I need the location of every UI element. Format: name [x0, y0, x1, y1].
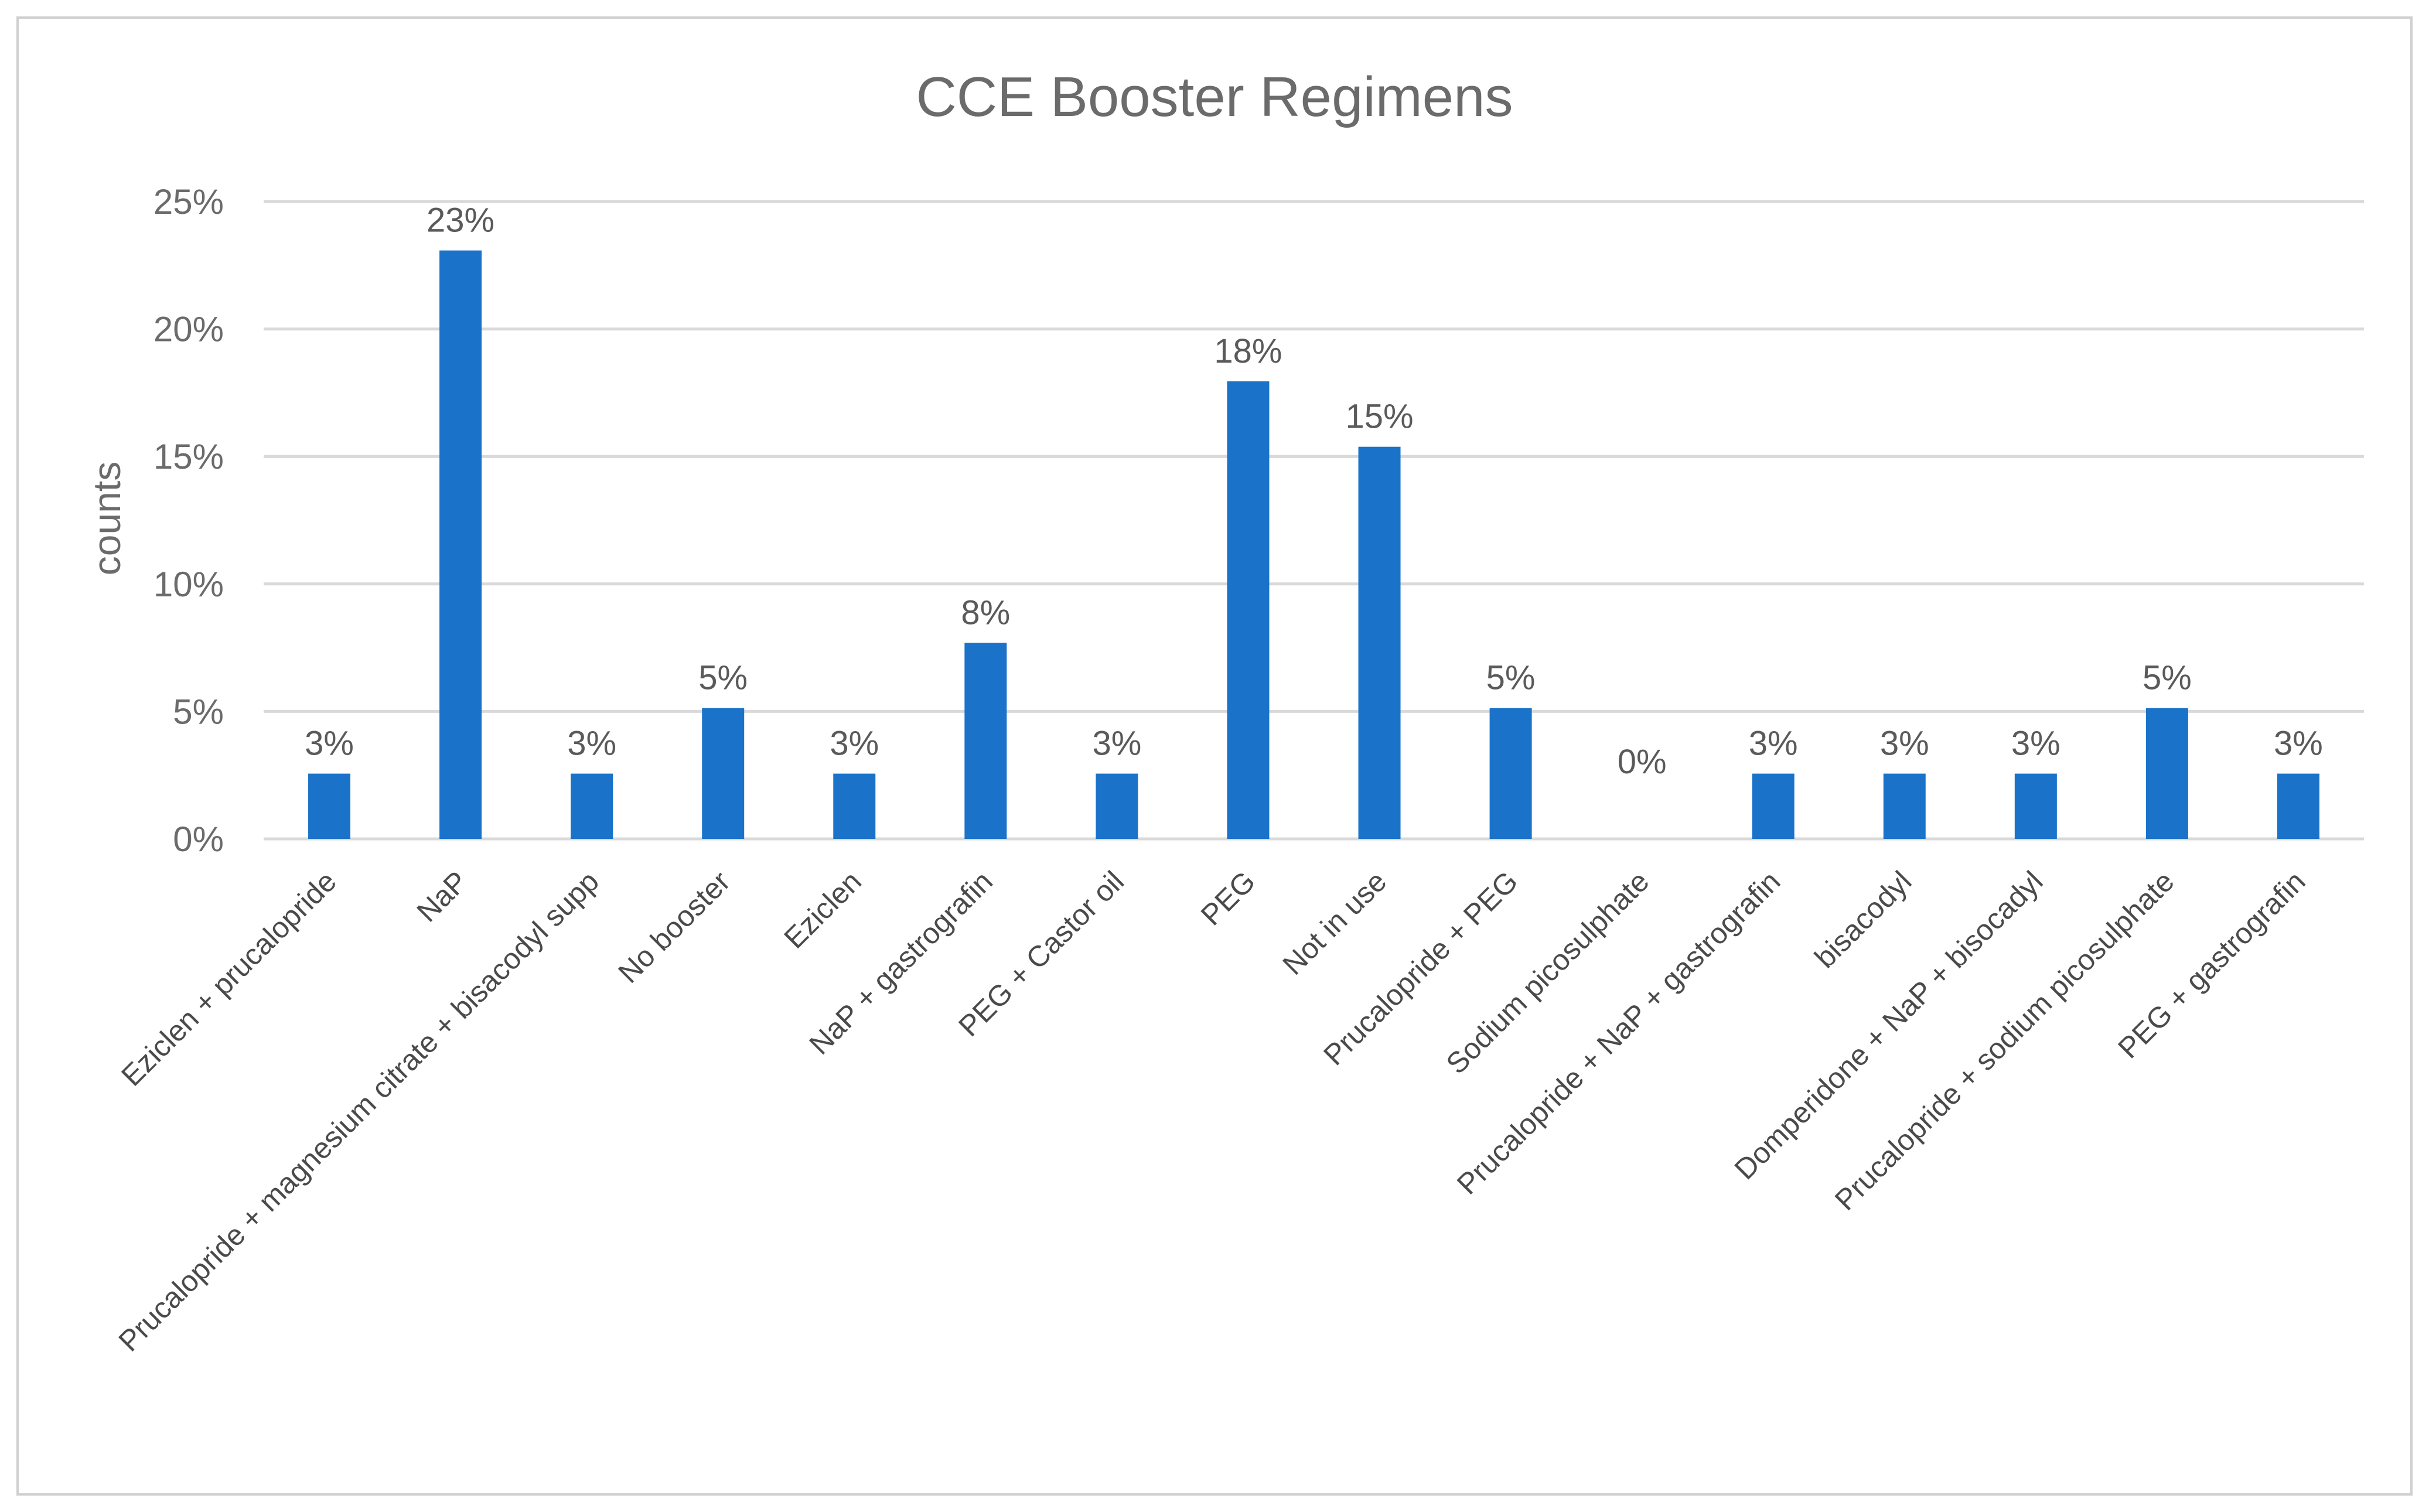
data-label: 3%	[830, 725, 879, 763]
bar	[571, 773, 613, 839]
gridlines	[264, 200, 2364, 841]
x-category-label: Eziclen + prucalopride	[115, 865, 342, 1092]
data-label: 3%	[305, 725, 354, 763]
bar	[964, 643, 1007, 839]
chart-title: CCE Booster Regimens	[916, 66, 1513, 128]
bar	[1752, 773, 1795, 839]
y-tick-label: 15%	[153, 437, 224, 476]
data-label: 3%	[1092, 725, 1141, 763]
bar	[308, 773, 351, 839]
x-category-label: Not in use	[1277, 865, 1393, 981]
data-label: 3%	[2274, 725, 2323, 763]
y-axis-title: counts	[85, 462, 128, 575]
data-label: 5%	[698, 659, 748, 697]
bar	[1883, 773, 1926, 839]
data-label: 3%	[2011, 725, 2060, 763]
bar	[2277, 773, 2319, 839]
y-tick-label: 5%	[173, 692, 224, 731]
bar	[833, 773, 876, 839]
y-tick-label: 25%	[153, 182, 224, 221]
x-category-label: bisacodyl	[1809, 865, 1918, 974]
data-label: 3%	[1880, 725, 1929, 763]
bars	[308, 250, 2319, 839]
x-category-label: No booster	[612, 865, 736, 989]
data-label: 3%	[1749, 725, 1798, 763]
data-label: 5%	[2143, 659, 2192, 697]
bar	[2145, 708, 2188, 839]
data-label: 15%	[1345, 398, 1413, 436]
data-labels: 3% 23% 3% 5% 3% 8% 3% 18% 15% 5% 0% 3% 3% 3% 5% 3%	[305, 202, 2323, 781]
y-tick-label: 10%	[153, 565, 224, 604]
y-tick-label: 20%	[153, 310, 224, 349]
x-category-label: PEG	[1195, 865, 1261, 931]
x-category-label: Eziclen	[777, 865, 868, 955]
bar	[702, 708, 745, 839]
data-label: 5%	[1486, 659, 1536, 697]
data-label: 18%	[1214, 332, 1282, 370]
x-category-label: NaP	[410, 865, 473, 928]
y-axis-ticks: 0% 5% 10% 15% 20% 25%	[153, 182, 224, 859]
bar	[2014, 773, 2057, 839]
bar	[1358, 446, 1401, 839]
chart-frame	[16, 16, 2413, 1496]
data-label: 0%	[1618, 743, 1667, 781]
x-category-label: Prucalopride + magnesium citrate + bisac…	[112, 865, 605, 1357]
data-label: 23%	[427, 202, 494, 240]
bar	[1489, 708, 1532, 839]
y-tick-label: 0%	[173, 820, 224, 859]
data-label: 8%	[961, 593, 1010, 632]
data-label: 3%	[567, 725, 616, 763]
bar	[1096, 773, 1138, 839]
bar	[1227, 381, 1270, 839]
bar	[439, 250, 482, 839]
